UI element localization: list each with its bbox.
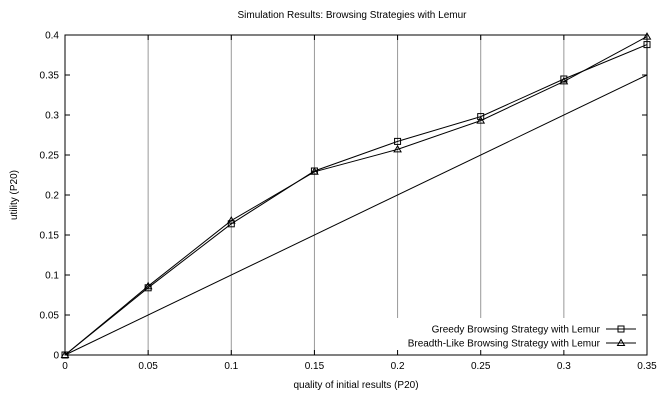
grid [147,35,565,355]
square-marker [617,325,625,333]
square-marker [477,113,485,121]
legend: Greedy Browsing Strategy with Lemur Bread… [408,325,636,350]
chart-title: Simulation Results: Browsing Strategies … [238,10,468,21]
triangle-marker [310,167,319,175]
legend-label: Greedy Browsing Strategy with Lemur [432,325,601,336]
y-tick-label: 0.15 [40,231,60,242]
triangle-marker [616,338,626,346]
legend-label: Breadth-Like Browsing Strategy with Lemu… [408,339,601,350]
x-tick-label: 0.25 [471,361,491,372]
x-tick-label: 0.1 [224,361,238,372]
x-axis-label: quality of initial results (P20) [293,380,418,391]
x-tick-label: 0.15 [305,361,325,372]
y-tick-label: 0.25 [40,151,60,162]
reference-line [64,74,648,356]
y-axis-label: utility (P20) [9,170,20,220]
y-tick-label: 0.2 [45,191,59,202]
triangle-marker [226,216,236,224]
y-tick-label: 0 [53,351,59,362]
series-line [64,36,648,356]
triangle-marker [143,281,153,290]
x-tick-label: 0.3 [557,361,571,372]
triangle-marker [476,116,486,124]
triangle-marker [559,76,569,85]
y-tick-label: 0.3 [45,111,59,122]
axis-ticks: 0 0.05 0.1 0.15 0.2 0.25 0.3 0.35 0 0.05 0.1 0.15 0.… [40,31,658,373]
plot-area [60,32,652,359]
triangle-marker [393,144,402,153]
y-tick-label: 0.05 [40,311,60,322]
x-tick-label: 0 [62,361,68,372]
y-tick-label: 0.1 [45,271,59,282]
series-1 [61,41,651,359]
square-marker [394,137,402,145]
x-tick-label: 0.35 [637,361,657,372]
series-line [64,44,648,356]
y-tick-label: 0.4 [45,31,59,42]
square-marker [560,75,568,83]
x-tick-label: 0.05 [138,361,158,372]
x-tick-label: 0.2 [391,361,405,372]
series-2 [60,32,652,358]
y-tick-label: 0.35 [40,71,60,82]
